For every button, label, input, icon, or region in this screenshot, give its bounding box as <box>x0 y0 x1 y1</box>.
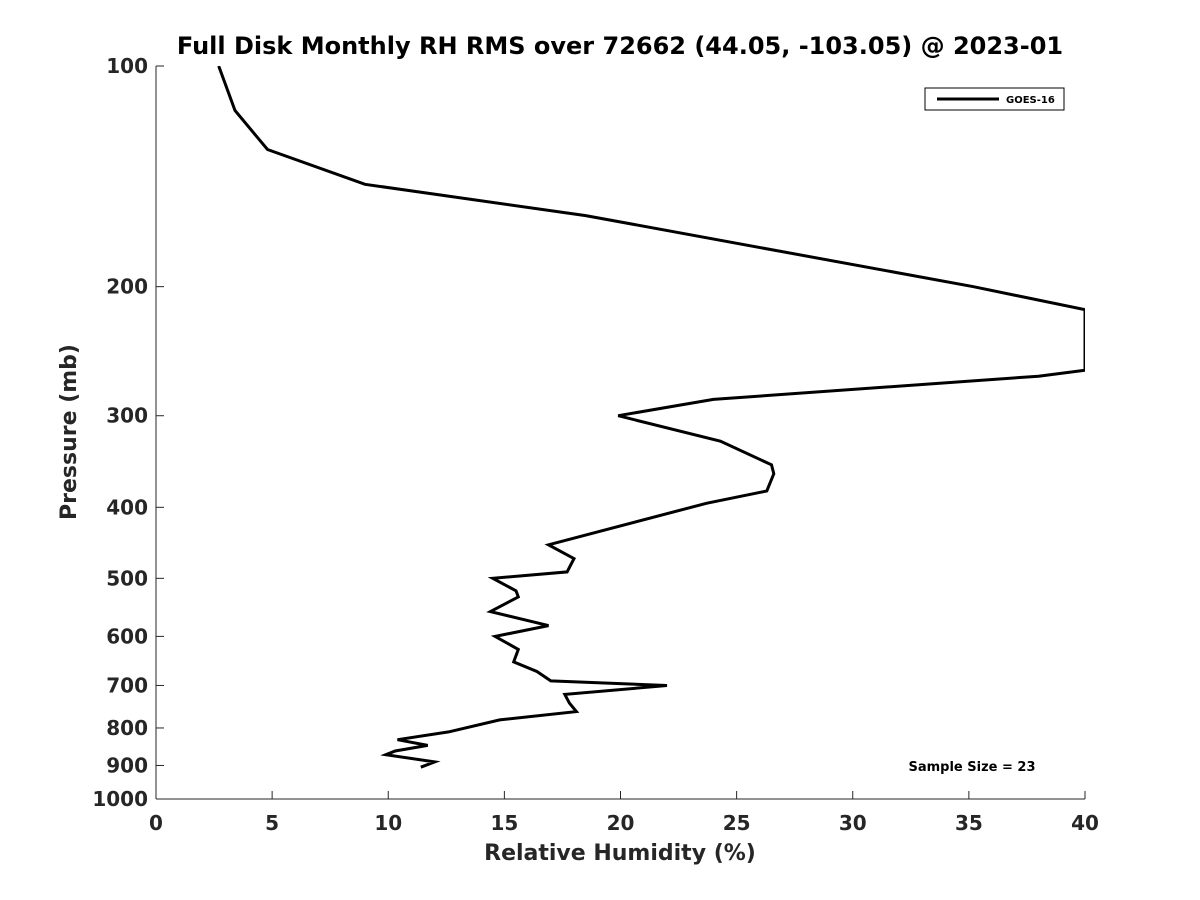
x-tick-label: 15 <box>490 811 518 835</box>
y-tick-label: 800 <box>106 716 148 740</box>
x-tick-label: 20 <box>607 811 635 835</box>
x-tick-label: 35 <box>955 811 983 835</box>
series-line-goes-16 <box>217 66 1085 769</box>
y-tick-label: 600 <box>106 624 148 648</box>
y-tick-label: 500 <box>106 566 148 590</box>
axes: 0 5 10 15 20 25 30 35 40 100 200 300 400 500 600 700 800… <box>92 54 1099 835</box>
x-tick-label: 0 <box>149 811 163 835</box>
y-tick-label: 100 <box>106 54 148 78</box>
y-tick-label: 1000 <box>92 787 148 811</box>
x-tick-label: 5 <box>265 811 279 835</box>
x-tick-label: 40 <box>1071 811 1099 835</box>
x-tick-label: 25 <box>723 811 751 835</box>
x-tick-label: 10 <box>374 811 402 835</box>
y-axis-label: Pressure (mb) <box>57 344 82 520</box>
y-tick-label: 200 <box>106 275 148 299</box>
y-tick-label: 300 <box>106 404 148 428</box>
y-tick-label: 700 <box>106 673 148 697</box>
y-tick-label: 900 <box>106 753 148 777</box>
sample-size-annotation: Sample Size = 23 <box>908 760 1035 775</box>
plot-area <box>217 66 1085 769</box>
x-tick-label: 30 <box>839 811 867 835</box>
x-axis-label: Relative Humidity (%) <box>484 841 756 866</box>
legend-label-goes-16: GOES-16 <box>1006 95 1055 106</box>
y-tick-label: 400 <box>106 495 148 519</box>
legend: GOES-16 <box>924 87 1065 111</box>
chart-title: Full Disk Monthly RH RMS over 72662 (44.… <box>177 32 1063 60</box>
